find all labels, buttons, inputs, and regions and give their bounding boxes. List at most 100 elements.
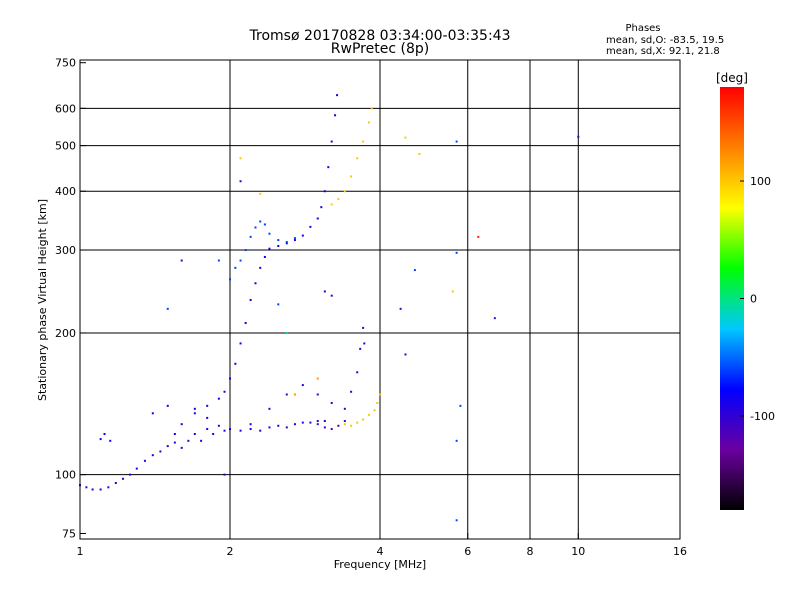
x-tick-label: 16 bbox=[673, 545, 687, 558]
data-point bbox=[143, 459, 146, 462]
data-point bbox=[268, 426, 271, 429]
data-point bbox=[285, 242, 288, 245]
data-point bbox=[343, 407, 346, 410]
data-point bbox=[493, 317, 496, 320]
colorbar-tick-label: -100 bbox=[750, 410, 775, 423]
data-point bbox=[367, 413, 370, 416]
data-point bbox=[173, 433, 176, 436]
x-tick-label: 4 bbox=[377, 545, 384, 558]
data-point bbox=[373, 409, 376, 412]
data-point bbox=[323, 426, 326, 429]
data-point bbox=[217, 259, 220, 262]
data-point bbox=[293, 393, 296, 396]
data-point bbox=[212, 433, 215, 436]
data-point bbox=[239, 157, 242, 160]
data-point bbox=[330, 203, 333, 206]
x-tick-label: 2 bbox=[227, 545, 234, 558]
data-point bbox=[239, 259, 242, 262]
data-point bbox=[259, 429, 262, 432]
data-point bbox=[229, 428, 231, 431]
data-point bbox=[404, 136, 407, 139]
x-tick-label: 6 bbox=[464, 545, 471, 558]
data-point bbox=[350, 175, 353, 178]
data-point bbox=[370, 107, 373, 110]
data-point bbox=[263, 223, 266, 226]
data-point bbox=[263, 255, 266, 258]
data-point bbox=[455, 519, 458, 522]
data-point bbox=[239, 342, 242, 345]
data-point bbox=[254, 282, 257, 285]
data-point bbox=[356, 371, 359, 374]
data-point bbox=[379, 393, 381, 396]
data-point bbox=[477, 235, 480, 238]
data-point bbox=[334, 114, 337, 117]
data-point bbox=[166, 445, 169, 448]
data-point bbox=[109, 439, 112, 442]
data-point bbox=[85, 486, 88, 489]
data-point bbox=[350, 424, 353, 427]
data-point bbox=[217, 397, 220, 400]
chart-subtitle: RwPretec (8p) bbox=[331, 41, 429, 57]
data-point bbox=[229, 278, 231, 281]
data-point bbox=[103, 433, 106, 436]
legend-line-o: mean, sd,O: -83.5, 19.5 bbox=[606, 35, 724, 46]
data-point bbox=[234, 266, 237, 269]
data-point bbox=[249, 235, 252, 238]
data-point bbox=[330, 294, 333, 297]
data-point bbox=[320, 206, 323, 209]
chart-title: Tromsø 20170828 03:34:00-03:35:43 bbox=[249, 28, 511, 44]
data-point bbox=[343, 423, 346, 426]
data-point bbox=[193, 407, 196, 410]
data-point bbox=[129, 473, 132, 476]
data-point bbox=[180, 259, 183, 262]
data-point bbox=[229, 377, 231, 380]
data-point bbox=[455, 251, 458, 254]
data-point bbox=[459, 404, 462, 407]
data-point bbox=[399, 307, 402, 310]
data-point bbox=[206, 416, 209, 419]
data-point bbox=[323, 420, 326, 423]
data-point bbox=[404, 353, 407, 356]
y-tick-label: 400 bbox=[55, 185, 76, 198]
data-point bbox=[356, 421, 359, 424]
y-tick-label: 300 bbox=[55, 244, 76, 257]
data-point bbox=[173, 441, 176, 444]
data-point bbox=[413, 269, 416, 272]
data-point bbox=[337, 424, 340, 427]
data-point bbox=[363, 342, 366, 345]
data-point bbox=[259, 192, 262, 195]
data-point bbox=[285, 426, 288, 429]
y-tick-label: 200 bbox=[55, 327, 76, 340]
data-point bbox=[217, 424, 220, 427]
data-point bbox=[223, 429, 226, 432]
data-point bbox=[193, 433, 196, 436]
data-point bbox=[107, 486, 110, 489]
data-point bbox=[200, 439, 203, 442]
data-point bbox=[350, 390, 353, 393]
data-point bbox=[327, 166, 330, 169]
data-point bbox=[285, 393, 288, 396]
data-point bbox=[268, 407, 271, 410]
data-point bbox=[259, 266, 262, 269]
data-point bbox=[259, 220, 262, 223]
data-point bbox=[239, 180, 242, 183]
data-point bbox=[122, 477, 125, 480]
data-point bbox=[301, 234, 304, 237]
data-point bbox=[337, 198, 340, 201]
data-point bbox=[244, 321, 247, 324]
data-point bbox=[316, 377, 319, 380]
data-point bbox=[277, 244, 280, 247]
data-point bbox=[268, 247, 271, 250]
data-point bbox=[362, 140, 365, 143]
data-point bbox=[151, 412, 154, 415]
colorbar-ticks: 100 0 -100 bbox=[740, 175, 775, 423]
data-points-layer bbox=[79, 94, 580, 522]
data-point bbox=[362, 418, 365, 421]
data-point bbox=[114, 482, 117, 485]
data-point bbox=[455, 439, 458, 442]
data-point bbox=[301, 384, 304, 387]
data-point bbox=[254, 226, 257, 229]
legend-title: Phases bbox=[625, 23, 660, 34]
data-point bbox=[249, 428, 252, 431]
